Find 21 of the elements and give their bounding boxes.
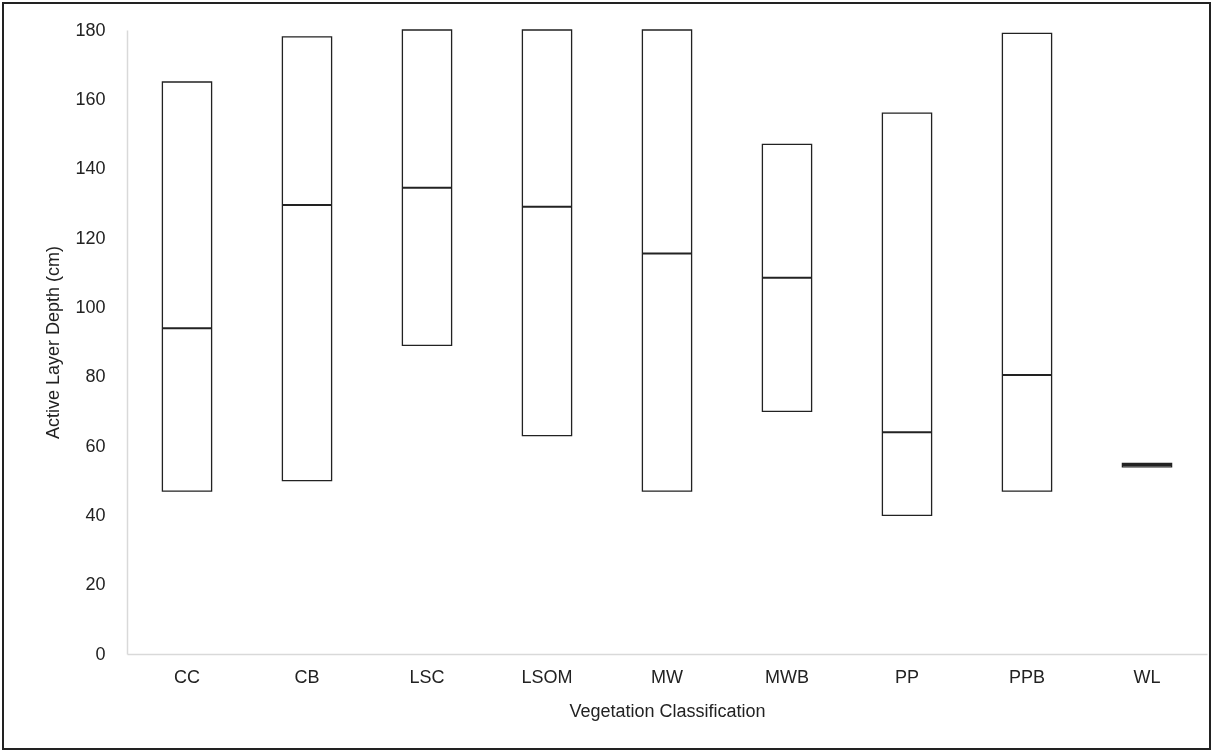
x-tick-label: LSC [409, 666, 445, 687]
y-tick-label: 80 [85, 366, 106, 387]
y-tick-label: 140 [75, 158, 106, 179]
y-tick-label: 40 [85, 504, 106, 525]
x-tick-label: WL [1133, 666, 1161, 687]
x-tick-label: CC [174, 666, 200, 687]
y-tick-label: 120 [75, 227, 106, 248]
x-tick-label: MWB [765, 666, 809, 687]
x-tick-label: MW [651, 666, 683, 687]
y-tick-label: 180 [75, 19, 106, 40]
y-tick-label: 60 [85, 435, 106, 456]
x-tick-label: LSOM [521, 666, 573, 687]
x-tick-label: PPB [1008, 666, 1046, 687]
y-tick-label: 20 [85, 574, 106, 595]
y-tick-label: 0 [95, 643, 106, 664]
y-axis-title: Active Layer Depth (cm) [43, 245, 64, 440]
x-tick-label: PP [894, 666, 920, 687]
y-tick-label: 160 [75, 88, 106, 109]
x-tick-label: CB [294, 666, 320, 687]
x-axis-title: Vegetation Classification [569, 700, 766, 721]
y-tick-label: 100 [75, 296, 106, 317]
